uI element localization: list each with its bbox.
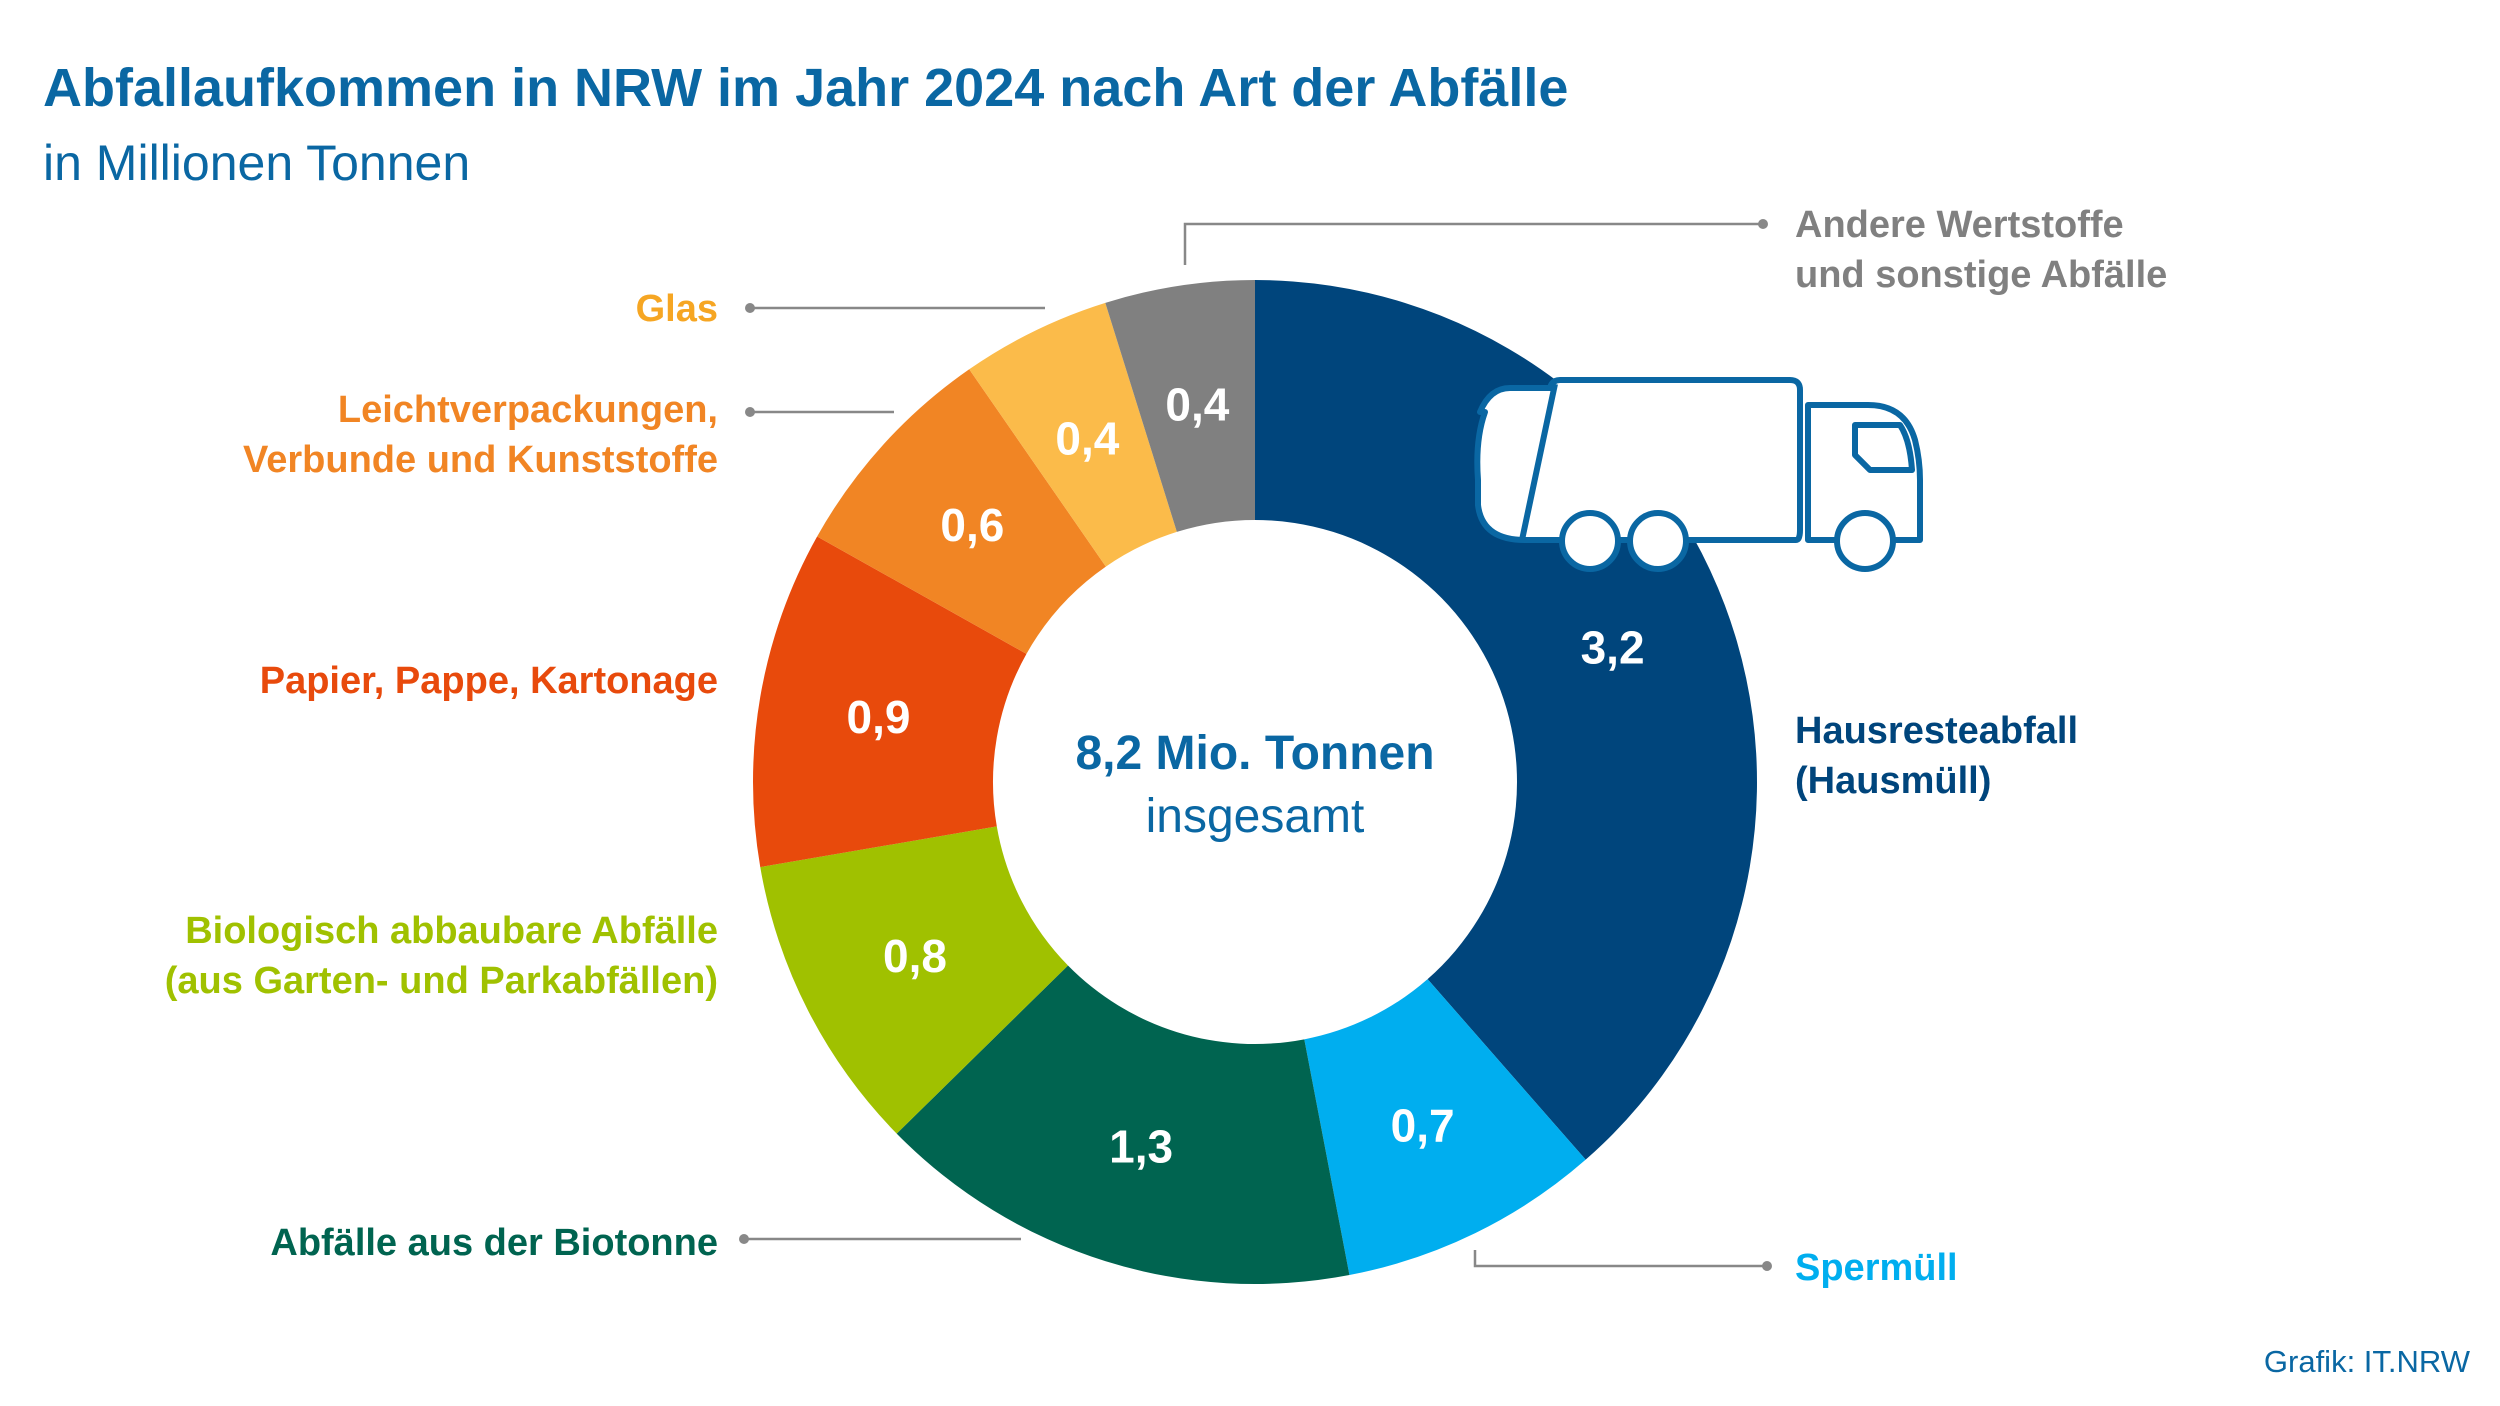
leader-line-andere <box>1183 222 1763 265</box>
leader-lines <box>744 222 1767 1268</box>
slice-value-label: 0,4 <box>1055 413 1119 465</box>
chart-title: Abfallaufkommen in NRW im Jahr 2024 nach… <box>43 58 1568 118</box>
slice-value-label: 0,8 <box>883 930 947 982</box>
credit: Grafik: IT.NRW <box>2264 1344 2471 1379</box>
leader-dots <box>739 219 1772 1271</box>
center-total: 8,2 Mio. Tonnen <box>1075 727 1434 780</box>
donut-slice <box>969 302 1177 567</box>
slice-value-label: 0,6 <box>940 499 1004 551</box>
donut-slice <box>1105 280 1255 532</box>
donut-slice <box>753 536 1027 868</box>
donut-slice <box>817 369 1106 654</box>
slice-value-label: 0,7 <box>1391 1099 1455 1151</box>
center-caption: insgesamt <box>1146 790 1365 843</box>
slice-value-label: 0,4 <box>1165 378 1229 430</box>
donut-slice <box>1304 979 1586 1276</box>
garbage-truck-icon <box>1474 377 1923 572</box>
label-hausmuell: Hausresteabfall (Hausmüll) <box>1795 710 2078 802</box>
label-papier: Papier, Pappe, Kartonage <box>260 660 718 702</box>
label-biotonne: Abfälle aus der Biotonne <box>270 1222 718 1264</box>
slice-value-label: 3,2 <box>1581 622 1645 674</box>
donut-slice <box>760 826 1068 1134</box>
leader-line-sperrmuell <box>1473 1250 1767 1268</box>
donut-slice <box>896 965 1350 1284</box>
label-glas: Glas <box>636 288 718 330</box>
label-andere: Andere Wertstoffe und sonstige Abfälle <box>1795 204 2167 296</box>
label-lvp: Leichtverpackungen, Verbunde und Kunststo… <box>243 389 718 481</box>
label-sperrmuell: Spermüll <box>1795 1247 1958 1289</box>
chart-subtitle: in Millionen Tonnen <box>43 135 470 191</box>
label-bio-abbaubar: Biologisch abbaubare Abfälle (aus Garten-… <box>165 910 718 1002</box>
slice-value-labels: 3,2 0,7 1,3 0,8 0,9 0,6 0,4 0,4 <box>847 378 1645 1172</box>
slice-value-label: 0,9 <box>847 691 911 743</box>
slice-value-label: 1,3 <box>1109 1121 1173 1173</box>
